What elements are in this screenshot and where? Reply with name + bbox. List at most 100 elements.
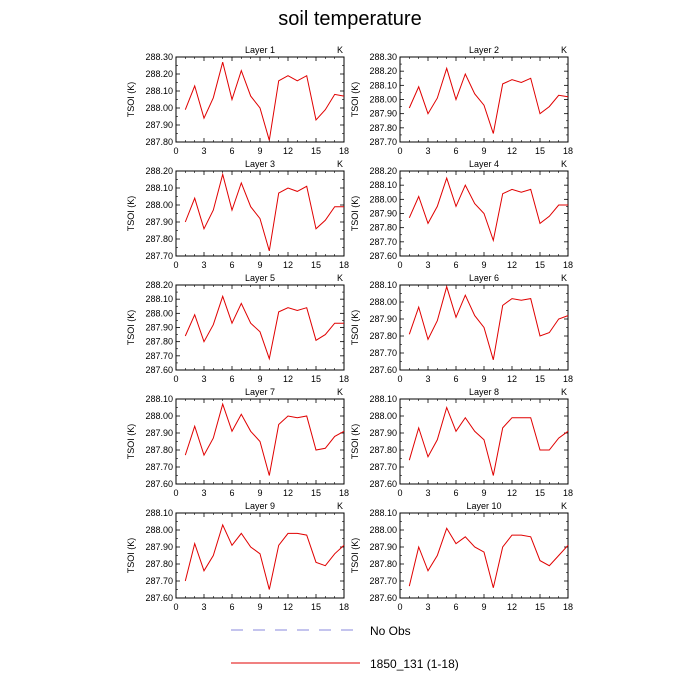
panel-9-unit: K <box>337 501 343 511</box>
panel-3-ytick-label: 288.00 <box>145 200 173 210</box>
panel-3-ytick-label: 288.10 <box>145 183 173 193</box>
panel-8-xtick-label: 6 <box>453 488 458 498</box>
panel-6-ylabel: TSOI (K) <box>350 310 360 346</box>
panel-6-xtick-label: 18 <box>563 374 573 384</box>
panel-9-ytick-label: 287.70 <box>145 576 173 586</box>
panel-4-unit: K <box>561 159 567 169</box>
panel-1-series-line <box>184 61 345 141</box>
panel-1-title: Layer 1 <box>245 45 275 55</box>
panel-4-ytick-label: 287.80 <box>369 223 397 233</box>
panel-10-series-line <box>408 527 569 588</box>
panel-1-ytick-label: 288.00 <box>145 103 173 113</box>
panel-2-xtick-label: 12 <box>507 146 517 156</box>
panel-3-ytick-label: 287.70 <box>145 251 173 261</box>
panel-2-ytick-label: 288.20 <box>369 66 397 76</box>
panel-10-frame <box>399 512 569 599</box>
panel-1-ytick-label: 288.20 <box>145 69 173 79</box>
panel-2-ytick-label: 287.90 <box>369 109 397 119</box>
panel-1-xtick-label: 18 <box>339 146 349 156</box>
panel-9-ytick-label: 287.60 <box>145 593 173 603</box>
panel-6-ytick-label: 287.60 <box>369 365 397 375</box>
panel-10-ylabel: TSOI (K) <box>350 538 360 574</box>
panel-6-ytick-label: 287.90 <box>369 314 397 324</box>
panel-7-ytick-label: 287.80 <box>145 445 173 455</box>
panel-1-xtick-label: 3 <box>201 146 206 156</box>
panel-10-xtick-label: 18 <box>563 602 573 612</box>
panel-8-unit: K <box>561 387 567 397</box>
panel-8-series-line <box>408 405 569 476</box>
panel-3-ytick-label: 287.80 <box>145 234 173 244</box>
panel-9-ylabel: TSOI (K) <box>126 538 136 574</box>
panel-10-title: Layer 10 <box>466 501 501 511</box>
panel-5-xtick-label: 9 <box>257 374 262 384</box>
panel-6-ytick-label: 288.00 <box>369 297 397 307</box>
panel-5-series-line <box>184 294 344 361</box>
panel-7-ytick-label: 288.10 <box>145 394 173 404</box>
panel-9-xtick-label: 12 <box>283 602 293 612</box>
panel-4-xtick-label: 0 <box>397 260 402 270</box>
panel-10-ytick-label: 288.10 <box>369 508 397 518</box>
panel-10-unit: K <box>561 501 567 511</box>
panel-3-xtick-label: 3 <box>201 260 206 270</box>
legend-label-1: No Obs <box>370 624 411 638</box>
panel-2-ytick-label: 287.70 <box>369 137 397 147</box>
panel-2-ytick-label: 288.00 <box>369 95 397 105</box>
panel-4-ytick-label: 287.90 <box>369 209 397 219</box>
panel-8-xtick-label: 15 <box>535 488 545 498</box>
panel-7-xtick-label: 3 <box>201 488 206 498</box>
panel-9-series-line <box>184 523 345 590</box>
panel-5-xtick-label: 3 <box>201 374 206 384</box>
panel-8-title: Layer 8 <box>469 387 499 397</box>
panel-2-ytick-label: 288.10 <box>369 80 397 90</box>
panel-1-ytick-label: 287.90 <box>145 120 173 130</box>
panel-2-ylabel: TSOI (K) <box>350 82 360 118</box>
panel-6-xtick-label: 15 <box>535 374 545 384</box>
panel-4-xtick-label: 3 <box>425 260 430 270</box>
panel-3-frame <box>175 170 345 257</box>
panel-10-xtick-label: 6 <box>453 602 458 612</box>
panel-7-title: Layer 7 <box>245 387 275 397</box>
panel-2-title: Layer 2 <box>469 45 499 55</box>
panel-3-title: Layer 3 <box>245 159 275 169</box>
panel-2-xtick-label: 3 <box>425 146 430 156</box>
panel-5-ytick-label: 287.80 <box>145 337 173 347</box>
panel-8-ytick-label: 287.80 <box>369 445 397 455</box>
panel-8-xtick-label: 18 <box>563 488 573 498</box>
panel-2-xtick-label: 9 <box>481 146 486 156</box>
panel-9-ytick-label: 288.10 <box>145 508 173 518</box>
panel-7-xtick-label: 18 <box>339 488 349 498</box>
panel-5-xtick-label: 18 <box>339 374 349 384</box>
panel-8-xtick-label: 9 <box>481 488 486 498</box>
panel-10-ytick-label: 287.60 <box>369 593 397 603</box>
panel-9-xtick-label: 15 <box>311 602 321 612</box>
panel-5-ytick-label: 287.90 <box>145 323 173 333</box>
panel-3-xtick-label: 15 <box>311 260 321 270</box>
panel-1-ylabel: TSOI (K) <box>126 82 136 118</box>
panel-7-ytick-label: 288.00 <box>145 411 173 421</box>
panel-3-ytick-label: 288.20 <box>145 166 173 176</box>
panel-10-xtick-label: 12 <box>507 602 517 612</box>
panel-10-xtick-label: 0 <box>397 602 402 612</box>
panel-2-xtick-label: 0 <box>397 146 402 156</box>
panel-10-ytick-label: 287.90 <box>369 542 397 552</box>
panel-4-xtick-label: 18 <box>563 260 573 270</box>
panel-7-xtick-label: 15 <box>311 488 321 498</box>
panel-10-ytick-label: 288.00 <box>369 525 397 535</box>
panel-2-series-line <box>408 66 569 134</box>
panel-7-series-line <box>184 402 345 476</box>
panel-8-ytick-label: 287.90 <box>369 428 397 438</box>
panel-1-xtick-label: 0 <box>173 146 178 156</box>
panel-2-ytick-label: 288.30 <box>369 52 397 62</box>
panel-1-frame <box>175 56 345 143</box>
panel-1-xtick-label: 6 <box>229 146 234 156</box>
panel-8-xtick-label: 0 <box>397 488 402 498</box>
panel-4-ytick-label: 287.70 <box>369 237 397 247</box>
panel-9-xtick-label: 6 <box>229 602 234 612</box>
panel-6-series-line <box>408 284 569 360</box>
panel-6-xtick-label: 9 <box>481 374 486 384</box>
panel-3-series-line <box>184 172 344 252</box>
panel-7-xtick-label: 9 <box>257 488 262 498</box>
panel-5-ytick-label: 287.70 <box>145 351 173 361</box>
panel-3-xtick-label: 12 <box>283 260 293 270</box>
panel-6-xtick-label: 6 <box>453 374 458 384</box>
